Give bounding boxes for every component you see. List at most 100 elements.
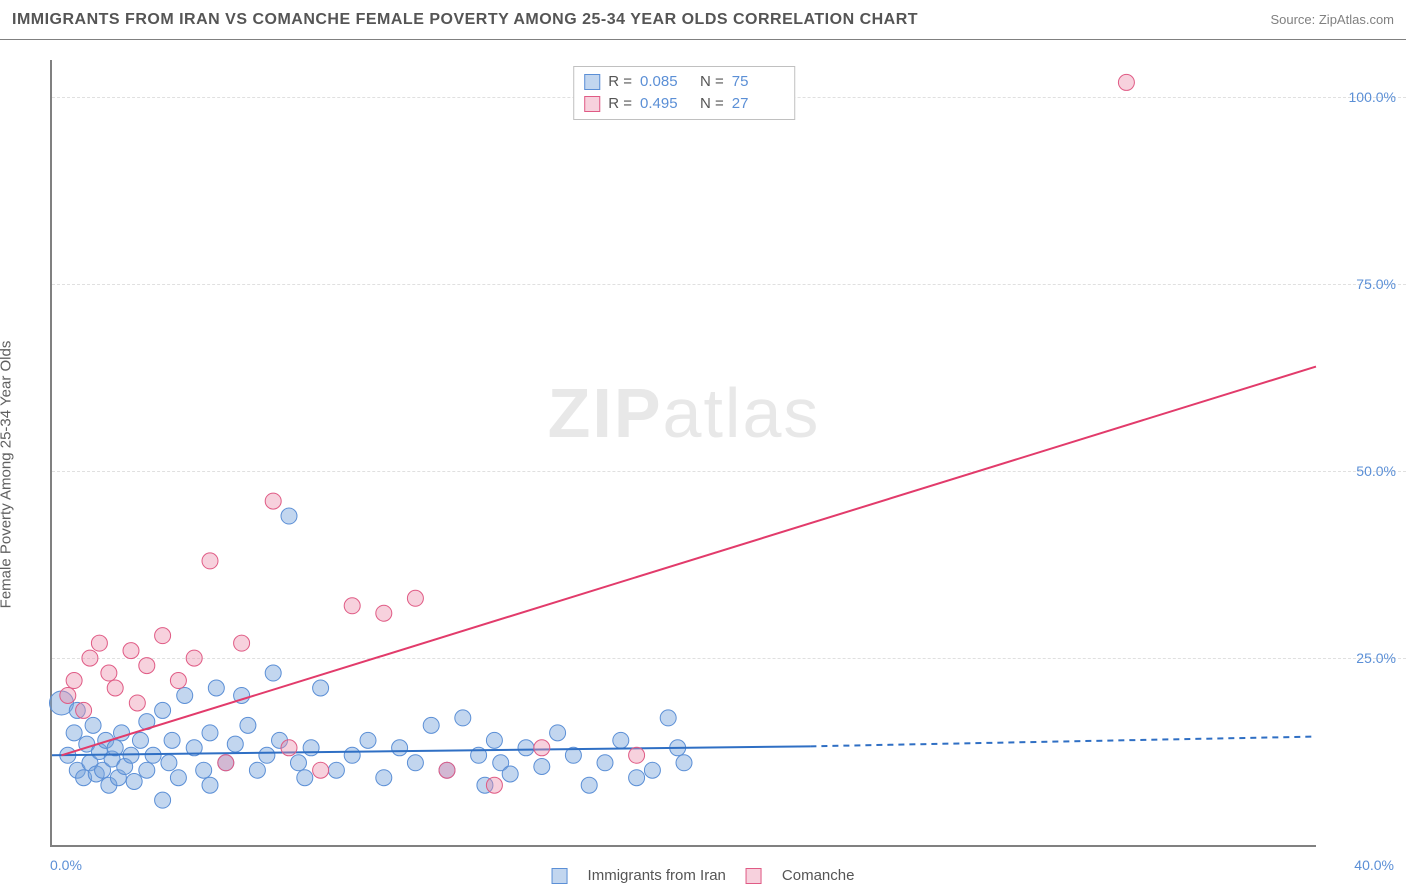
legend-label-blue: Immigrants from Iran (588, 867, 726, 884)
legend-series: Immigrants from Iran Comanche (552, 867, 855, 884)
scatter-point (139, 762, 155, 778)
scatter-point (644, 762, 660, 778)
scatter-point (107, 680, 123, 696)
scatter-point (129, 695, 145, 711)
scatter-point (265, 665, 281, 681)
scatter-point (202, 725, 218, 741)
scatter-point (91, 635, 107, 651)
scatter-point (186, 650, 202, 666)
scatter-point (376, 605, 392, 621)
scatter-point (360, 732, 376, 748)
scatter-point (313, 680, 329, 696)
scatter-point (123, 643, 139, 659)
scatter-point (486, 732, 502, 748)
scatter-point (177, 687, 193, 703)
n-label: N = (700, 71, 724, 93)
scatter-point (313, 762, 329, 778)
scatter-point (82, 650, 98, 666)
scatter-point (170, 770, 186, 786)
scatter-point (66, 673, 82, 689)
scatter-point (60, 687, 76, 703)
scatter-point (1118, 74, 1134, 90)
scatter-point (218, 755, 234, 771)
scatter-point (344, 747, 360, 763)
scatter-point (290, 755, 306, 771)
scatter-point (518, 740, 534, 756)
scatter-point (155, 702, 171, 718)
scatter-point (227, 736, 243, 752)
y-axis-label: Female Poverty Among 25-34 Year Olds (0, 341, 15, 609)
trend-line (52, 746, 810, 755)
r-label: R = (608, 71, 632, 93)
scatter-point (297, 770, 313, 786)
scatter-point (234, 635, 250, 651)
scatter-point (196, 762, 212, 778)
n-label: N = (700, 93, 724, 115)
scatter-point (676, 755, 692, 771)
scatter-point (240, 717, 256, 733)
scatter-point (534, 759, 550, 775)
legend-stats-row-blue: R = 0.085 N = 75 (584, 71, 784, 93)
scatter-point (629, 770, 645, 786)
scatter-point (107, 740, 123, 756)
scatter-point (126, 773, 142, 789)
scatter-point (145, 747, 161, 763)
scatter-point (249, 762, 265, 778)
swatch-blue-icon (584, 74, 600, 90)
scatter-point (613, 732, 629, 748)
chart-header: IMMIGRANTS FROM IRAN VS COMANCHE FEMALE … (0, 0, 1406, 40)
chart-title: IMMIGRANTS FROM IRAN VS COMANCHE FEMALE … (12, 11, 918, 29)
scatter-point (629, 747, 645, 763)
scatter-point (170, 673, 186, 689)
scatter-point (303, 740, 319, 756)
scatter-point (328, 762, 344, 778)
scatter-point (581, 777, 597, 793)
legend-label-pink: Comanche (782, 867, 855, 884)
scatter-point (164, 732, 180, 748)
n-value-pink: 27 (732, 93, 784, 115)
y-tick-label: 100.0% (1349, 89, 1396, 105)
scatter-point (202, 553, 218, 569)
scatter-point (265, 493, 281, 509)
swatch-pink-icon (746, 868, 762, 884)
scatter-point (423, 717, 439, 733)
scatter-point (502, 766, 518, 782)
legend-stats-row-pink: R = 0.495 N = 27 (584, 93, 784, 115)
y-tick-label: 50.0% (1356, 463, 1396, 479)
trend-line-extension (810, 737, 1316, 747)
scatter-point (85, 717, 101, 733)
scatter-point (132, 732, 148, 748)
swatch-pink-icon (584, 96, 600, 112)
swatch-blue-icon (552, 868, 568, 884)
legend-stats: R = 0.085 N = 75 R = 0.495 N = 27 (573, 66, 795, 120)
r-label: R = (608, 93, 632, 115)
scatter-point (597, 755, 613, 771)
scatter-point (76, 702, 92, 718)
scatter-plot-svg (52, 60, 1316, 845)
scatter-point (139, 658, 155, 674)
scatter-point (155, 628, 171, 644)
trend-line (61, 367, 1316, 756)
scatter-point (376, 770, 392, 786)
scatter-point (202, 777, 218, 793)
scatter-point (392, 740, 408, 756)
scatter-point (407, 590, 423, 606)
scatter-point (155, 792, 171, 808)
y-tick-label: 25.0% (1356, 650, 1396, 666)
scatter-point (281, 508, 297, 524)
y-tick-label: 75.0% (1356, 276, 1396, 292)
scatter-point (486, 777, 502, 793)
scatter-point (281, 740, 297, 756)
scatter-point (660, 710, 676, 726)
scatter-point (344, 598, 360, 614)
scatter-point (161, 755, 177, 771)
scatter-point (550, 725, 566, 741)
scatter-point (259, 747, 275, 763)
scatter-point (66, 725, 82, 741)
chart-source: Source: ZipAtlas.com (1270, 12, 1394, 27)
x-tick-end: 40.0% (1354, 857, 1394, 873)
chart-container: Female Poverty Among 25-34 Year Olds ZIP… (0, 40, 1406, 892)
scatter-point (407, 755, 423, 771)
scatter-point (439, 762, 455, 778)
plot-area: ZIPatlas R = 0.085 N = 75 R = 0.495 N = … (50, 60, 1316, 847)
